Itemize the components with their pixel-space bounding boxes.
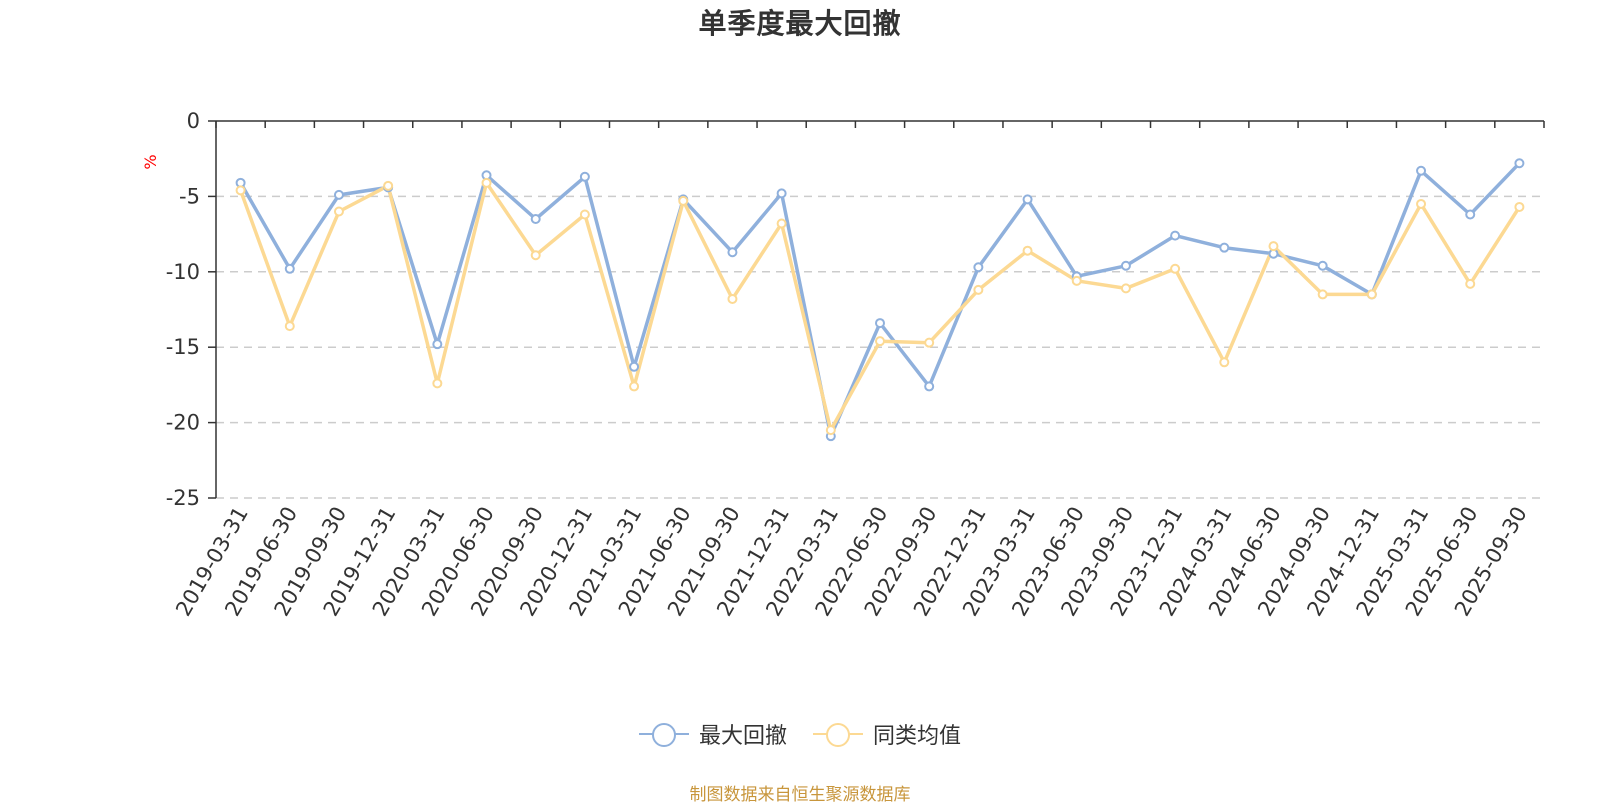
chart-title: 单季度最大回撤 bbox=[698, 7, 902, 40]
data-point-peer-average[interactable] bbox=[481, 177, 492, 188]
chart-legend: 最大回撤 同类均值 bbox=[0, 718, 1600, 750]
data-point-peer-average[interactable] bbox=[579, 209, 590, 220]
data-point-max-drawdown[interactable] bbox=[924, 381, 935, 392]
data-point-max-drawdown[interactable] bbox=[1514, 158, 1525, 169]
data-point-max-drawdown[interactable] bbox=[973, 262, 984, 273]
data-point-peer-average[interactable] bbox=[1170, 263, 1181, 274]
data-point-max-drawdown[interactable] bbox=[776, 188, 787, 199]
y-axis-unit-label: % bbox=[141, 154, 160, 169]
data-point-max-drawdown[interactable] bbox=[1416, 165, 1427, 176]
data-point-peer-average[interactable] bbox=[284, 321, 295, 332]
y-tick-label: 0 bbox=[187, 109, 200, 133]
series-line-peer-average bbox=[238, 181, 1522, 432]
data-point-peer-average[interactable] bbox=[333, 206, 344, 217]
grid-lines bbox=[216, 195, 1544, 499]
data-point-peer-average[interactable] bbox=[1366, 289, 1377, 300]
data-point-peer-average[interactable] bbox=[776, 218, 787, 229]
data-point-max-drawdown[interactable] bbox=[530, 214, 541, 225]
series-line-max-drawdown bbox=[238, 161, 1522, 438]
data-point-peer-average[interactable] bbox=[924, 337, 935, 348]
circle-line-icon bbox=[813, 722, 863, 747]
data-point-peer-average[interactable] bbox=[727, 293, 738, 304]
data-point-peer-average[interactable] bbox=[432, 378, 443, 389]
y-tick-label: -25 bbox=[166, 486, 200, 510]
data-point-peer-average[interactable] bbox=[678, 195, 689, 206]
data-point-peer-average[interactable] bbox=[235, 185, 246, 196]
data-point-peer-average[interactable] bbox=[530, 250, 541, 261]
data-point-peer-average[interactable] bbox=[825, 425, 836, 436]
data-point-peer-average[interactable] bbox=[1219, 357, 1230, 368]
legend-item-peer-average[interactable]: 同类均值 bbox=[813, 718, 961, 750]
data-point-max-drawdown[interactable] bbox=[1219, 242, 1230, 253]
data-point-max-drawdown[interactable] bbox=[1465, 209, 1476, 220]
data-point-max-drawdown[interactable] bbox=[579, 171, 590, 182]
data-point-peer-average[interactable] bbox=[1120, 283, 1131, 294]
y-tick-label: -15 bbox=[166, 335, 200, 359]
data-point-peer-average[interactable] bbox=[1416, 198, 1427, 209]
series-lines bbox=[235, 158, 1525, 442]
data-point-max-drawdown[interactable] bbox=[1317, 260, 1328, 271]
data-point-peer-average[interactable] bbox=[1071, 275, 1082, 286]
y-tick-label: -10 bbox=[166, 260, 200, 284]
data-point-max-drawdown[interactable] bbox=[1022, 194, 1033, 205]
data-point-peer-average[interactable] bbox=[1514, 201, 1525, 212]
data-point-peer-average[interactable] bbox=[973, 284, 984, 295]
data-point-peer-average[interactable] bbox=[1268, 241, 1279, 252]
y-tick-labels: 0 -5 -10 -15 -20 -25 bbox=[166, 109, 200, 510]
data-point-max-drawdown[interactable] bbox=[432, 339, 443, 350]
data-point-peer-average[interactable] bbox=[383, 180, 394, 191]
data-point-peer-average[interactable] bbox=[1465, 278, 1476, 289]
data-point-max-drawdown[interactable] bbox=[875, 318, 885, 329]
data-point-peer-average[interactable] bbox=[1317, 289, 1328, 300]
axes bbox=[208, 120, 1545, 499]
data-point-peer-average[interactable] bbox=[1022, 245, 1033, 256]
legend-label-max-drawdown: 最大回撤 bbox=[698, 724, 787, 749]
legend-item-max-drawdown[interactable]: 最大回撤 bbox=[638, 718, 787, 750]
data-point-max-drawdown[interactable] bbox=[284, 263, 295, 274]
data-point-max-drawdown[interactable] bbox=[333, 189, 344, 200]
source-note: 制图数据来自恒生聚源数据库 bbox=[689, 785, 911, 805]
data-point-max-drawdown[interactable] bbox=[1120, 260, 1131, 271]
circle-line-icon bbox=[638, 722, 689, 747]
data-point-max-drawdown[interactable] bbox=[727, 247, 738, 258]
x-tick-labels: 2019-03-312019-06-302019-09-302019-12-31… bbox=[171, 503, 1532, 621]
y-tick-label: -20 bbox=[166, 411, 200, 435]
data-point-max-drawdown[interactable] bbox=[1170, 230, 1181, 241]
data-point-peer-average[interactable] bbox=[629, 381, 640, 392]
data-point-peer-average[interactable] bbox=[875, 336, 885, 347]
y-tick-label: -5 bbox=[179, 184, 200, 208]
data-point-max-drawdown[interactable] bbox=[629, 361, 640, 372]
legend-label-peer-average: 同类均值 bbox=[873, 724, 962, 749]
